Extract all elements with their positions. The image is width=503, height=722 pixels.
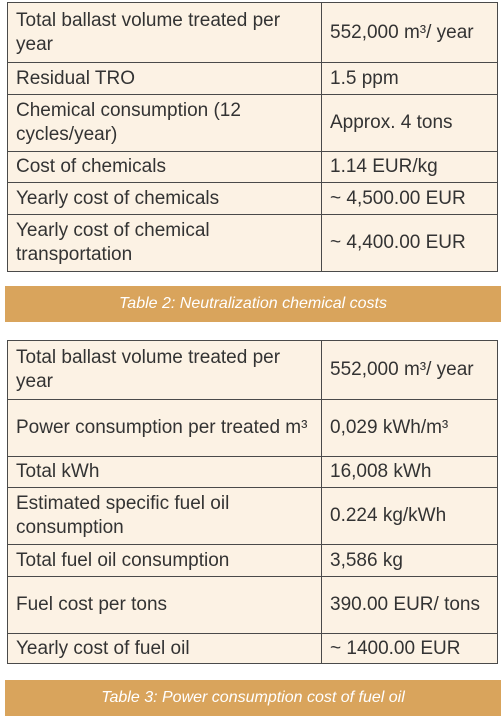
label-cell: Yearly cost of chemical transportation bbox=[7, 214, 322, 272]
table-row: Chemical consumption (12 cycles/year) App… bbox=[7, 94, 498, 152]
label-cell: Residual TRO bbox=[7, 62, 322, 95]
table-caption: Table 2: Neutralization chemical costs bbox=[5, 286, 501, 322]
label-cell: Fuel cost per tons bbox=[7, 576, 322, 634]
value-cell: 552,000 m³/ year bbox=[321, 340, 498, 400]
table-row: Yearly cost of chemical transportation ~ … bbox=[7, 214, 498, 272]
table-row: Cost of chemicals 1.14 EUR/kg bbox=[7, 151, 498, 183]
data-table: Total ballast volume treated per year 552… bbox=[7, 340, 498, 664]
value-cell: 390.00 EUR/ tons bbox=[321, 576, 498, 634]
value-cell: 3,586 kg bbox=[321, 544, 498, 577]
label-cell: Cost of chemicals bbox=[7, 151, 322, 183]
value-cell: ~ 1400.00 EUR bbox=[321, 633, 498, 664]
table-row: Yearly cost of chemicals ~ 4,500.00 EUR bbox=[7, 182, 498, 215]
value-cell: 0,029 kWh/m³ bbox=[321, 399, 498, 457]
label-cell: Yearly cost of fuel oil bbox=[7, 633, 322, 664]
value-cell: 552,000 m³/ year bbox=[321, 2, 498, 63]
table-row: Total kWh 16,008 kWh bbox=[7, 456, 498, 488]
table-row: Total ballast volume treated per year 552… bbox=[7, 340, 498, 400]
value-cell: ~ 4,400.00 EUR bbox=[321, 214, 498, 272]
value-cell: 0.224 kg/kWh bbox=[321, 487, 498, 545]
label-cell: Yearly cost of chemicals bbox=[7, 182, 322, 215]
label-cell: Total kWh bbox=[7, 456, 322, 488]
value-cell: 1.14 EUR/kg bbox=[321, 151, 498, 183]
value-cell: 16,008 kWh bbox=[321, 456, 498, 488]
table-row: Residual TRO 1.5 ppm bbox=[7, 62, 498, 95]
table-row: Total fuel oil consumption 3,586 kg bbox=[7, 544, 498, 577]
table-row: Power consumption per treated m³ 0,029 kW… bbox=[7, 399, 498, 457]
table-caption: Table 3: Power consumption cost of fuel … bbox=[5, 680, 501, 716]
label-cell: Total fuel oil consumption bbox=[7, 544, 322, 577]
label-cell: Estimated specific fuel oil consumption bbox=[7, 487, 322, 545]
data-table: Total ballast volume treated per year 552… bbox=[7, 2, 498, 272]
label-cell: Total ballast volume treated per year bbox=[7, 340, 322, 400]
value-cell: 1.5 ppm bbox=[321, 62, 498, 95]
table-row: Fuel cost per tons 390.00 EUR/ tons bbox=[7, 576, 498, 634]
value-cell: ~ 4,500.00 EUR bbox=[321, 182, 498, 215]
label-cell: Total ballast volume treated per year bbox=[7, 2, 322, 63]
value-cell: Approx. 4 tons bbox=[321, 94, 498, 152]
label-cell: Chemical consumption (12 cycles/year) bbox=[7, 94, 322, 152]
table-row: Yearly cost of fuel oil ~ 1400.00 EUR bbox=[7, 633, 498, 664]
table-row: Total ballast volume treated per year 552… bbox=[7, 2, 498, 63]
label-cell: Power consumption per treated m³ bbox=[7, 399, 322, 457]
table-row: Estimated specific fuel oil consumption 0… bbox=[7, 487, 498, 545]
